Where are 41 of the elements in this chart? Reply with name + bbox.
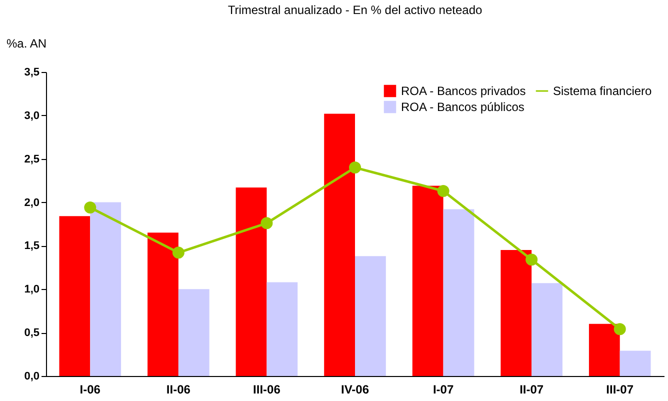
y-tick-label: 2,0 (24, 196, 40, 209)
point (260, 217, 273, 230)
bar (355, 256, 386, 376)
bar (266, 282, 298, 376)
bar (178, 289, 210, 376)
chart-title: Trimestral anualizado - En % del activo neteado (228, 3, 482, 17)
point (437, 185, 450, 197)
point (84, 202, 96, 214)
bar (532, 283, 562, 376)
y-tick-label: 1,5 (24, 240, 40, 252)
y-tick-label: 0,0 (24, 370, 40, 382)
bar (90, 202, 122, 376)
bar (324, 114, 355, 376)
y-axis-title: %a. AN (6, 36, 47, 50)
y-tick-label: 0,5 (24, 327, 40, 340)
x-tick-label: I-07 (432, 382, 454, 396)
point (349, 162, 361, 174)
bar (620, 350, 651, 376)
bar (59, 216, 90, 376)
point (614, 323, 626, 336)
x-tick-label: IV-06 (340, 382, 370, 396)
x-tick-label: II-07 (520, 382, 544, 396)
legend-label: Sistema financiero (553, 84, 652, 98)
y-tick-label: 2,5 (24, 153, 40, 166)
x-tick-label: III-06 (253, 382, 281, 396)
bar (148, 232, 178, 376)
y-tick-label: 1,0 (24, 284, 40, 296)
x-tick-label: I-06 (80, 382, 101, 396)
legend-label: ROA - Bancos públicos (401, 100, 524, 114)
y-tick-label: 3,0 (24, 110, 40, 122)
legend-label: ROA - Bancos privados (401, 84, 526, 98)
bar (500, 250, 532, 376)
point (526, 254, 538, 266)
bar (236, 188, 267, 376)
bar (412, 186, 444, 376)
y-tick-label: 3,5 (24, 66, 40, 78)
point (172, 246, 184, 259)
bar (588, 324, 620, 376)
x-tick-label: II-06 (166, 382, 191, 396)
x-tick-label: III-07 (606, 382, 634, 396)
bar (443, 209, 474, 376)
